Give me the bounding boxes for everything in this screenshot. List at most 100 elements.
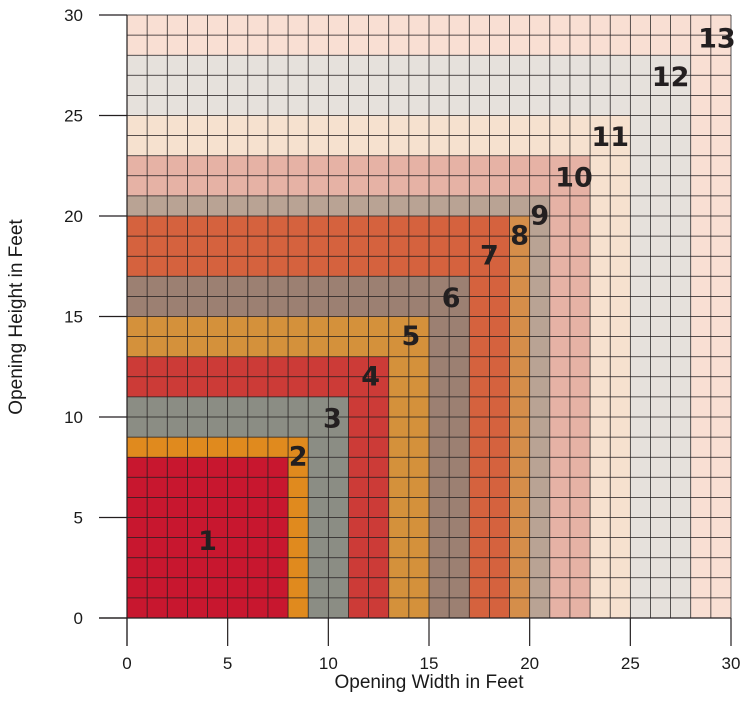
zone-12-cell <box>449 75 470 96</box>
zone-5-cell <box>388 537 409 558</box>
zone-13-cell <box>710 195 731 216</box>
zone-13-cell <box>690 75 711 96</box>
zone-6-cell <box>449 537 470 558</box>
zone-6-cell <box>167 276 188 297</box>
zone-10-cell <box>167 155 188 176</box>
zone-5-cell <box>388 497 409 518</box>
zone-13-cell <box>690 417 711 438</box>
zone-1-cell <box>267 537 289 558</box>
zone-11-cell <box>247 135 268 156</box>
zone-6-cell <box>449 597 470 618</box>
zone-11-cell <box>610 417 631 438</box>
zone-11-cell <box>590 417 611 438</box>
zone-3-cell <box>308 497 329 518</box>
zone-13-cell <box>690 457 711 478</box>
zone-1-cell <box>267 557 289 578</box>
zone-3-cell <box>328 597 349 618</box>
zone-12-cell <box>167 75 188 96</box>
zone-12-cell <box>630 256 651 277</box>
zone-1-cell <box>187 597 208 618</box>
zone-13-cell <box>710 155 731 176</box>
zone-7-cell <box>207 236 228 257</box>
zone-10-cell <box>569 517 591 538</box>
zone-1-cell <box>267 497 289 518</box>
zone-9-cell <box>529 457 550 478</box>
zone-13-cell <box>489 35 510 56</box>
zone-11-cell <box>127 115 148 136</box>
zone-7-cell <box>489 216 510 237</box>
zone-11-cell <box>610 557 631 578</box>
zone-7-cell <box>247 256 268 277</box>
zone-7-cell <box>489 597 510 618</box>
zone-11-cell <box>469 135 490 156</box>
zone-13-cell <box>610 15 631 36</box>
zone-11-cell <box>328 115 349 136</box>
zone-6-cell <box>429 376 450 397</box>
zone-12-cell <box>630 296 651 317</box>
zone-12-cell <box>630 195 651 216</box>
zone-11-cell <box>187 135 208 156</box>
zone-6-cell <box>247 276 268 297</box>
zone-10-cell <box>569 175 591 196</box>
zone-5-cell <box>227 336 248 357</box>
zone-9-cell <box>529 477 550 498</box>
zone-4-cell <box>247 356 268 377</box>
zone-12-cell <box>650 557 671 578</box>
zone-12-cell <box>328 75 349 96</box>
zone-12-cell <box>147 75 168 96</box>
zone-12-cell <box>630 155 651 176</box>
zone-9-cell <box>529 296 550 317</box>
zone-13-cell <box>328 15 349 36</box>
zone-12-cell <box>670 195 691 216</box>
zone-10-cell <box>549 557 570 578</box>
zone-5-cell <box>408 396 429 417</box>
zone-2-cell <box>288 577 309 598</box>
zone-12-cell <box>247 75 268 96</box>
zone-12-cell <box>569 95 591 116</box>
zone-10-cell <box>167 175 188 196</box>
zone-7-cell <box>489 236 510 257</box>
zone-12-cell <box>348 75 369 96</box>
zone-5-cell <box>187 316 208 337</box>
zone-2-cell <box>267 437 289 458</box>
zone-11-cell <box>509 115 530 136</box>
zone-4-cell <box>348 537 369 558</box>
zone-13-cell <box>187 35 208 56</box>
zone-7-cell <box>489 396 510 417</box>
zone-5-cell <box>207 316 228 337</box>
zone-11-cell <box>368 135 389 156</box>
zone-10-cell <box>549 597 570 618</box>
zone-9-cell <box>529 336 550 357</box>
zone-5-cell <box>147 336 168 357</box>
zone-12-cell <box>670 155 691 176</box>
zone-9-cell <box>167 195 188 216</box>
zone-12-cell <box>630 236 651 257</box>
zone-7-cell <box>429 236 450 257</box>
zone-9-cell <box>529 537 550 558</box>
zone-7-cell <box>449 216 470 237</box>
zone-6-cell <box>449 336 470 357</box>
zone-5-cell <box>388 517 409 538</box>
zone-12-cell <box>650 517 671 538</box>
zone-1-cell <box>187 457 208 478</box>
zone-5-cell <box>227 316 248 337</box>
zone-7-cell <box>489 517 510 538</box>
zone-6-cell <box>429 577 450 598</box>
zone-label-13: 13 <box>698 24 736 55</box>
zone-12-cell <box>569 55 591 76</box>
zone-5-cell <box>267 336 289 357</box>
zone-12-cell <box>630 417 651 438</box>
zone-5-cell <box>247 316 268 337</box>
zone-13-cell <box>690 477 711 498</box>
zone-12-cell <box>207 75 228 96</box>
zone-7-cell <box>127 236 148 257</box>
zone-11-cell <box>288 115 309 136</box>
zone-7-cell <box>489 256 510 277</box>
zone-12-cell <box>549 75 570 96</box>
zone-label-10: 10 <box>555 162 593 193</box>
zone-7-cell <box>308 216 329 237</box>
zone-6-cell <box>348 276 369 297</box>
zone-12-cell <box>368 55 389 76</box>
zone-8-cell <box>509 296 530 317</box>
zone-2-cell <box>288 557 309 578</box>
